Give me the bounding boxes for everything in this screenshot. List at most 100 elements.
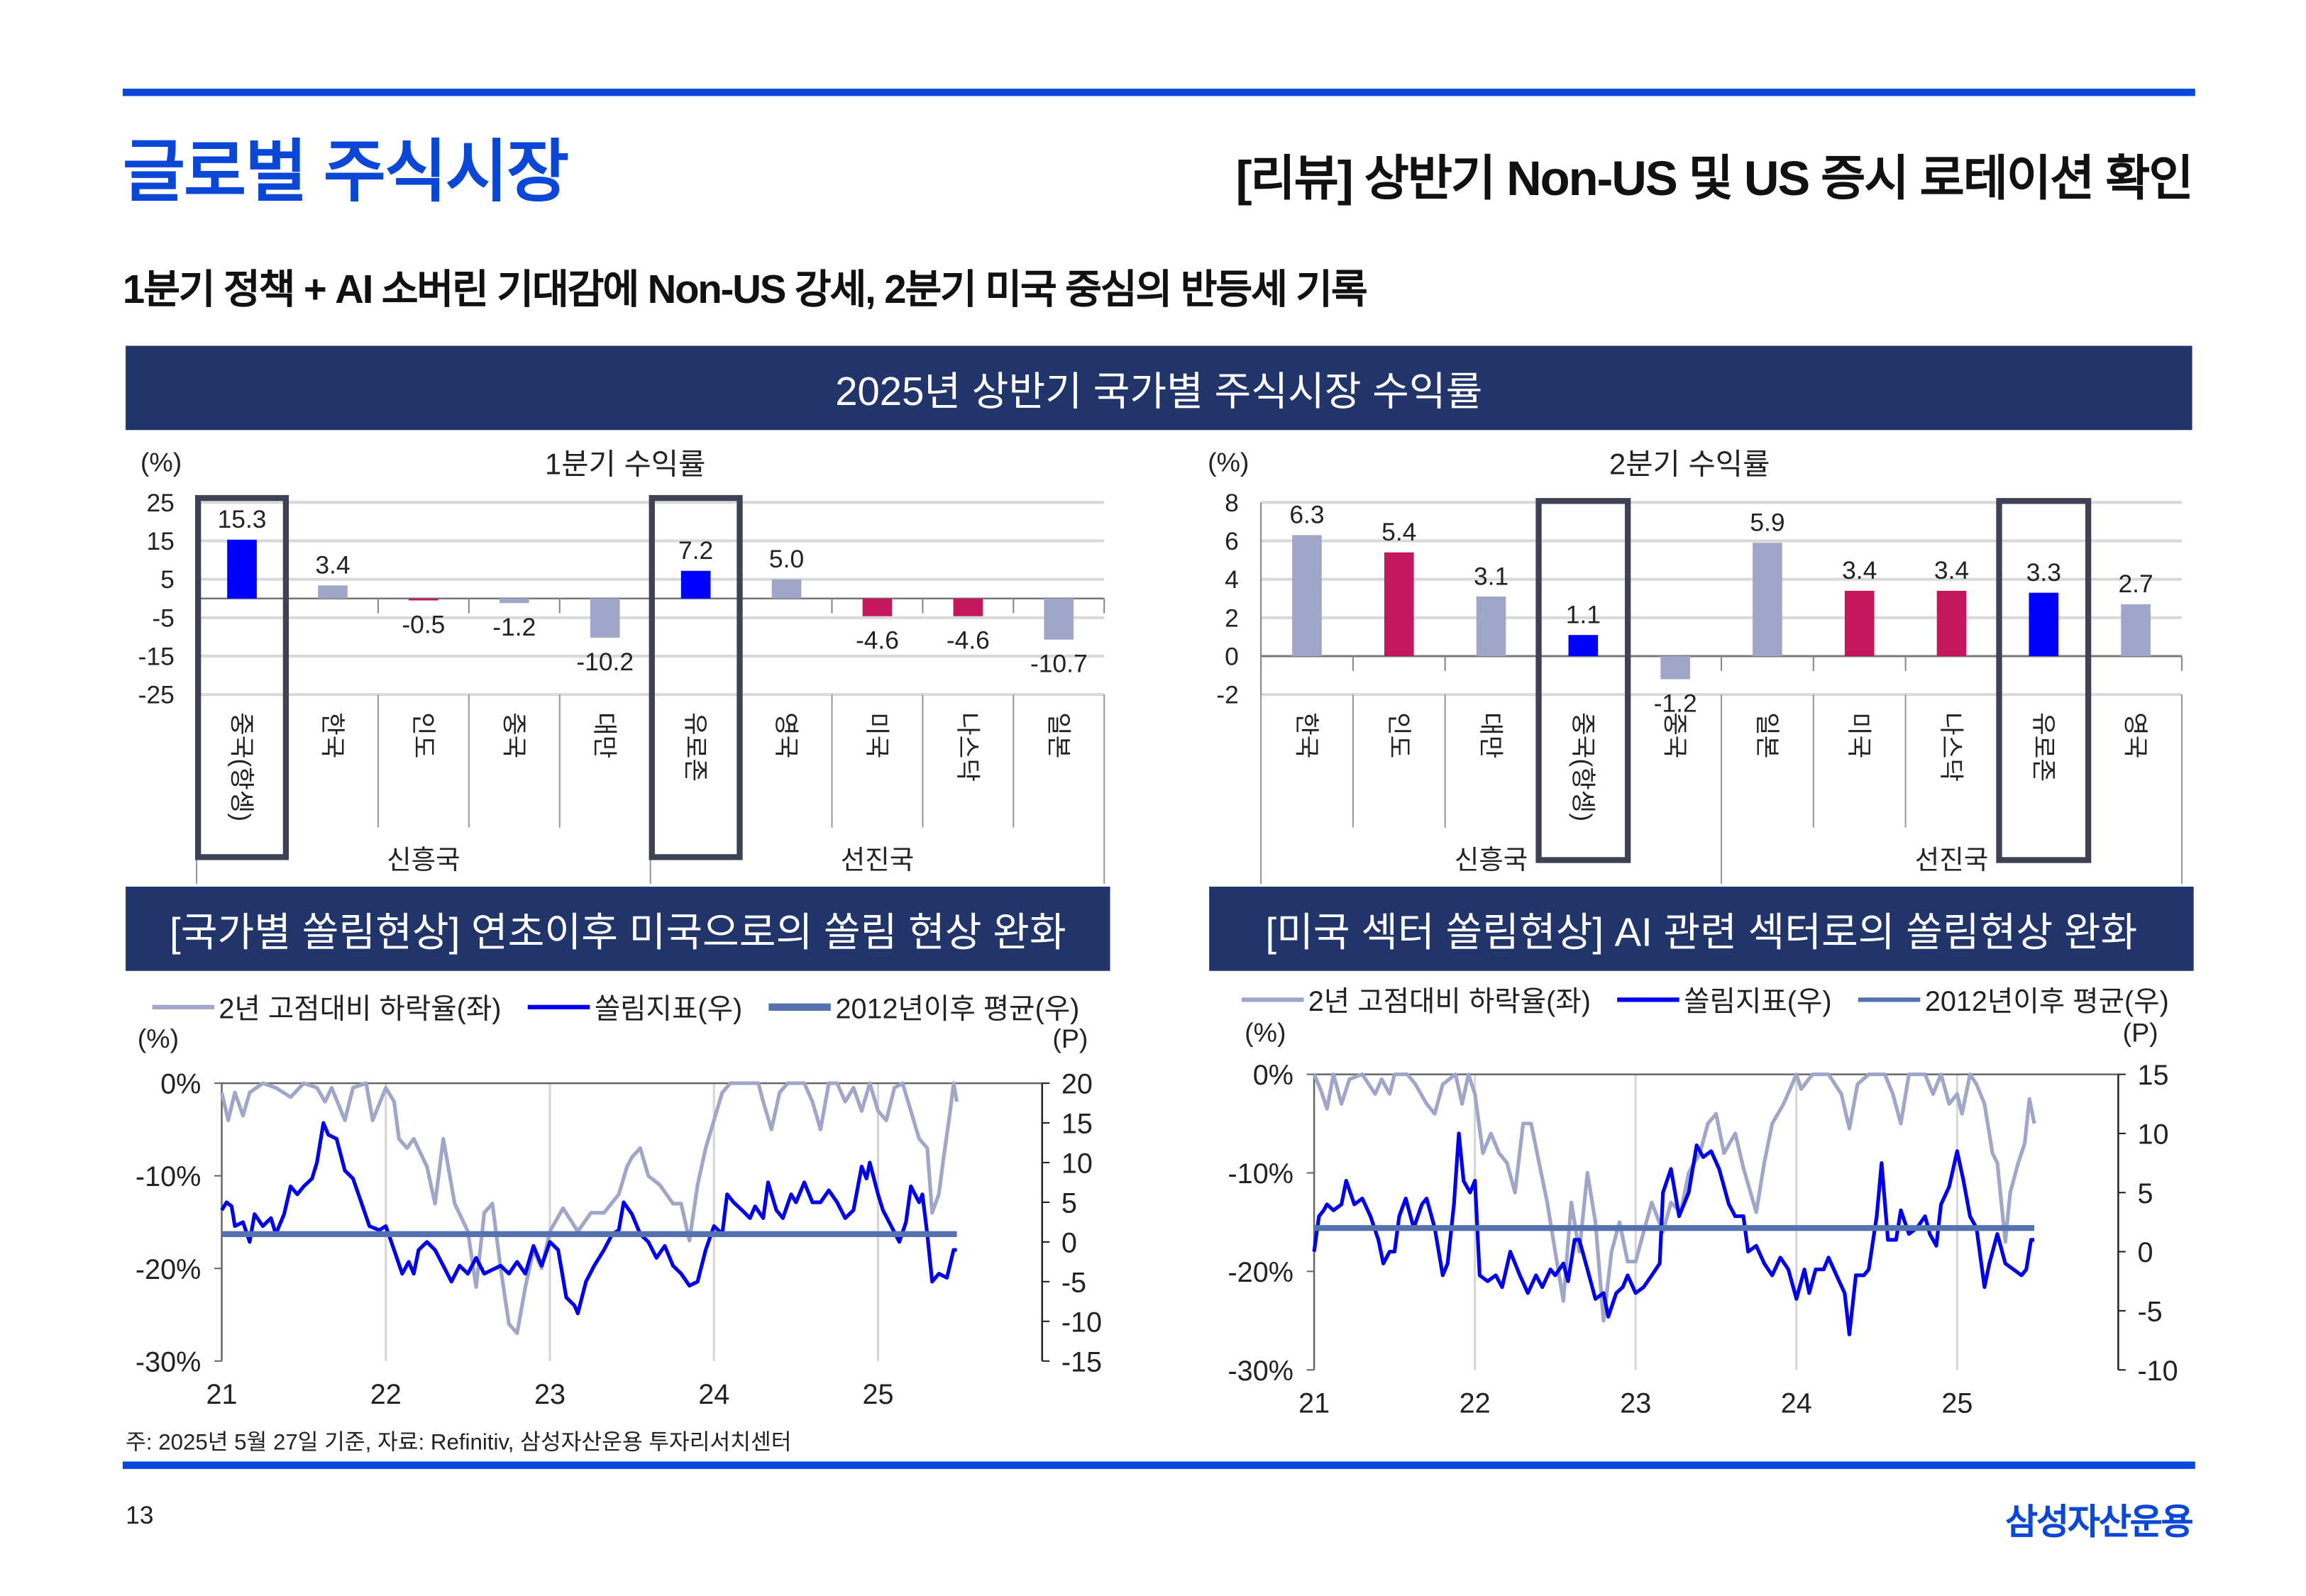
bar (1660, 655, 1690, 680)
legend-average-swatch (768, 1003, 832, 1011)
x-tick-label: 24 (1781, 1388, 1812, 1419)
bar-value-label: 3.1 (1474, 562, 1508, 590)
category-label: 중국(항셍) (1569, 712, 1597, 821)
highlight-box (1996, 498, 2092, 863)
category-label: 나스닥 (954, 712, 982, 782)
bar (771, 579, 802, 599)
y-right-tick-label: 15 (1061, 1109, 1093, 1140)
y-tick-label: 6 (1225, 527, 1239, 555)
category-label: 미국 (863, 712, 891, 758)
legend-index-swatch (527, 1004, 590, 1009)
page-subtitle: 1분기 정책 + AI 소버린 기대감에 Non-US 강세, 2분기 미국 중… (122, 267, 1368, 312)
main-chart-banner-text: 2025년 상반기 국가별 주식시장 수익률 (835, 369, 1483, 414)
q1-chart-title: 1분기 수익률 (545, 449, 706, 482)
legend-average-label: 2012년이후 평균(우) (835, 994, 1080, 1026)
y-tick-label: 25 (146, 489, 174, 517)
category-label: 미국 (1845, 712, 1873, 758)
y-tick-label: -25 (138, 681, 175, 709)
category-label: 일본 (1753, 712, 1781, 758)
bar-value-label: 3.4 (315, 551, 350, 580)
q1-unit-label: (%) (140, 448, 182, 477)
group-label: 선진국 (841, 845, 914, 875)
y-left-tick-label: -10% (136, 1161, 201, 1192)
x-tick-label: 21 (1298, 1388, 1330, 1419)
bar-value-label: 1.1 (1566, 601, 1601, 629)
bar (1476, 597, 1506, 656)
bar-value-label: 6.3 (1289, 501, 1324, 529)
bar (590, 598, 620, 638)
page-right-title: [리뷰] 상반기 Non-US 및 US 증시 로테이션 확인 (1235, 150, 2194, 206)
y-right-tick-label: -5 (2137, 1296, 2162, 1327)
category-label: 영국 (772, 712, 800, 758)
legend-average-swatch (1858, 997, 1921, 1002)
category-label: 유로존 (2029, 712, 2058, 782)
bar (1292, 535, 1322, 656)
top-rule (122, 88, 2195, 96)
category-label: 중국 (1661, 712, 1689, 758)
bar (953, 598, 983, 616)
country-concentration-banner: [국가별 쏠림현상] 연초이후 미국으로의 쏠림 현상 완화 (126, 886, 1110, 971)
x-tick-label: 24 (698, 1379, 729, 1410)
y-tick-label: 8 (1225, 489, 1239, 517)
category-label: 영국 (2122, 712, 2150, 758)
category-label: 중국(항셍) (228, 712, 256, 821)
y-left-tick-label: -30% (136, 1346, 201, 1378)
legend-drawdown-swatch (1241, 997, 1304, 1002)
bar-value-label: 15.3 (218, 505, 267, 533)
q2-unit-label: (%) (1208, 448, 1249, 477)
bar (2121, 604, 2151, 656)
us-sector-concentration-banner: [미국 섹터 쏠림현상] AI 관련 섹터로의 쏠림현상 완화 (1209, 886, 2194, 971)
left-line-unit-left: (%) (137, 1024, 180, 1054)
bar (318, 585, 348, 599)
bar (1044, 598, 1074, 640)
category-label: 한국 (1292, 712, 1320, 758)
y-right-tick-label: -15 (1061, 1346, 1102, 1378)
x-tick-label: 21 (206, 1379, 237, 1410)
y-right-tick-label: -10 (2137, 1356, 2178, 1387)
y-right-tick-label: -5 (1061, 1267, 1086, 1298)
category-label: 유로존 (681, 712, 710, 782)
y-right-tick-label: 0 (2137, 1237, 2153, 1268)
bar (862, 598, 893, 616)
bar-value-label: 7.2 (678, 536, 713, 565)
highlight-box (649, 494, 743, 860)
highlight-box (194, 494, 289, 860)
company-logo: 삼성자산운용 (2005, 1502, 2194, 1543)
y-left-tick-label: 0% (1253, 1060, 1293, 1091)
bar-value-label: -1.2 (492, 613, 536, 641)
bar (409, 598, 438, 601)
bar-value-label: -4.6 (947, 626, 990, 654)
right-line-unit-left: (%) (1245, 1018, 1286, 1048)
group-label: 신흥국 (1455, 845, 1528, 875)
page-number: 13 (126, 1501, 154, 1530)
y-right-tick-label: 5 (1061, 1188, 1077, 1219)
concentration-index-line (220, 1121, 957, 1316)
bottom-rule (122, 1461, 2195, 1469)
y-tick-label: 0 (1225, 642, 1239, 670)
category-label: 인도 (409, 712, 437, 758)
x-tick-label: 23 (534, 1379, 566, 1410)
right-line-legend: 2년 고점대비 하락율(좌) 쏠림지표(우) 2012년이후 평균(우) (1241, 980, 2169, 1019)
y-tick-label: 5 (160, 565, 175, 594)
legend-drawdown-label: 2년 고점대비 하락율(좌) (1308, 987, 1591, 1019)
category-label: 나스닥 (1937, 712, 1965, 782)
y-right-tick-label: -10 (1061, 1307, 1102, 1338)
bar-value-label: 5.9 (1750, 509, 1784, 537)
bar-value-label: 5.0 (769, 545, 804, 573)
bar-value-label: 2.7 (2118, 570, 2153, 598)
category-label: 대만 (1477, 712, 1505, 758)
x-tick-label: 22 (370, 1379, 402, 1410)
bar (2029, 592, 2059, 656)
y-left-tick-label: -20% (136, 1254, 201, 1285)
group-label: 선진국 (1915, 845, 1988, 875)
category-label: 대만 (590, 712, 619, 758)
country-concentration-banner-text: [국가별 쏠림현상] 연초이후 미국으로의 쏠림 현상 완화 (170, 910, 1066, 955)
group-label: 신흥국 (387, 845, 460, 875)
y-left-tick-label: -10% (1228, 1158, 1293, 1190)
y-left-tick-label: -30% (1228, 1356, 1293, 1387)
bar (680, 570, 711, 599)
bar-value-label: 3.3 (2026, 558, 2061, 587)
